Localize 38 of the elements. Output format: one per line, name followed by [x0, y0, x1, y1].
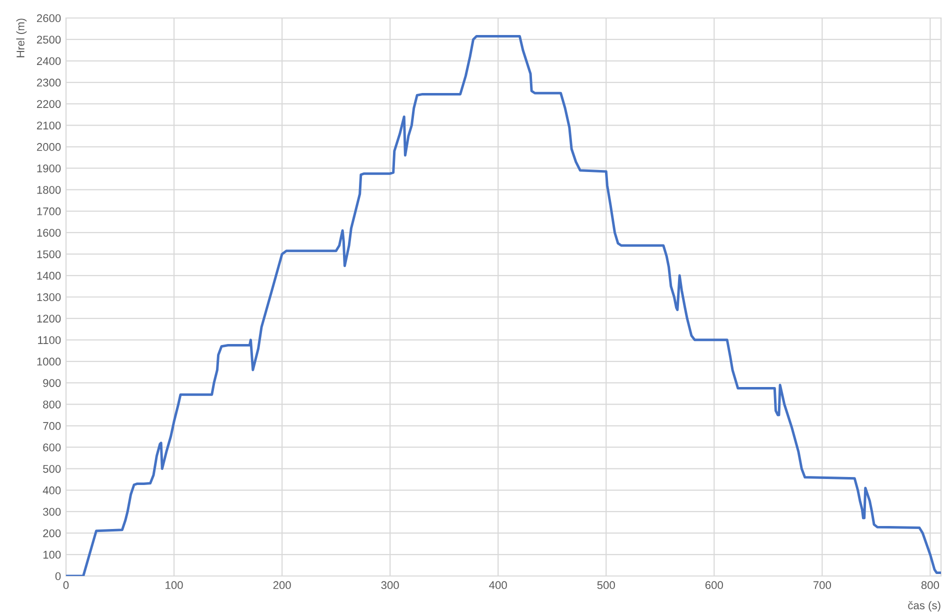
y-tick-label: 2400 — [36, 57, 61, 66]
x-tick-label: 500 — [597, 581, 615, 590]
y-axis-title: Hrel (m) — [16, 18, 27, 58]
y-tick-label: 0 — [55, 572, 61, 580]
y-tick-label: 1900 — [37, 164, 61, 172]
x-tick-label: 0 — [63, 581, 69, 590]
y-tick-label: 1100 — [38, 336, 61, 344]
y-tick-label: 2000 — [36, 143, 61, 151]
y-tick-label: 300 — [43, 508, 61, 516]
y-tick-label: 1600 — [37, 228, 61, 237]
x-tick-label: 200 — [273, 581, 291, 590]
y-tick-label: 600 — [43, 444, 61, 452]
y-tick-label: 500 — [43, 464, 61, 473]
y-tick-label: 1200 — [37, 314, 61, 323]
y-tick-label: 2600 — [36, 14, 61, 22]
y-tick-label: 200 — [43, 529, 61, 538]
y-tick-label: 2500 — [36, 36, 61, 44]
x-tick-label: 800 — [921, 581, 940, 590]
y-tick-label: 400 — [42, 486, 61, 494]
y-tick-label: 2100 — [36, 122, 61, 130]
x-tick-label: 400 — [489, 581, 507, 590]
y-tick-label: 100 — [43, 550, 61, 559]
y-tick-label: 2300 — [36, 78, 61, 87]
y-tick-label: 2200 — [36, 100, 61, 108]
y-tick-label: 900 — [43, 379, 61, 387]
y-tick-label: 1800 — [37, 186, 61, 194]
y-tick-label: 1000 — [37, 358, 61, 366]
x-tick-label: 100 — [166, 581, 183, 590]
x-axis-title: čas (s) — [908, 601, 940, 612]
y-tick-label: 1500 — [37, 250, 61, 258]
x-tick-label: 300 — [381, 581, 399, 590]
y-tick-label: 1700 — [37, 207, 61, 216]
y-tick-label: 700 — [43, 422, 61, 430]
x-tick-label: 600 — [705, 581, 723, 590]
y-tick-label: 1300 — [37, 293, 61, 302]
x-tick-label: 700 — [813, 581, 832, 590]
y-tick-label: 1400 — [37, 272, 61, 280]
y-tick-label: 800 — [43, 400, 61, 408]
